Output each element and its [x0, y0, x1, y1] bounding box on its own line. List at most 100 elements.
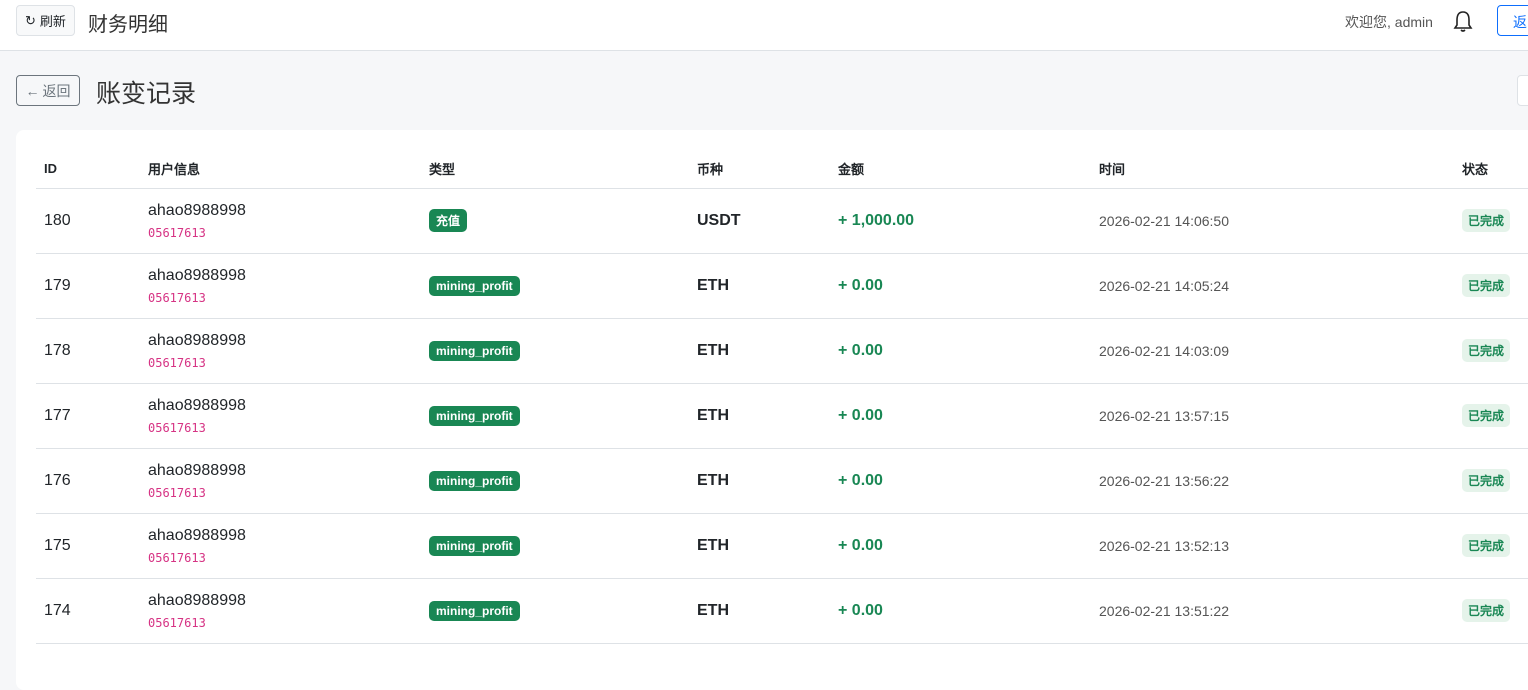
- status-badge: 已完成: [1462, 469, 1511, 492]
- type-cell: mining_profit: [421, 513, 689, 579]
- top-bar: ↻ 刷新 财务明细 欢迎您, admin 返回: [0, 0, 1528, 51]
- row-id: 179: [36, 253, 140, 319]
- username: ahao8988998: [148, 396, 246, 414]
- coin: ETH: [689, 253, 830, 319]
- username: ahao8988998: [148, 331, 246, 349]
- table-header: ID 用户信息 类型 币种 金额 时间 状态: [36, 150, 1528, 189]
- status-badge: 已完成: [1462, 599, 1511, 622]
- welcome-text: 欢迎您, admin: [1345, 14, 1433, 30]
- time: 2026-02-21 14:03:09: [1091, 318, 1454, 384]
- status-badge: 已完成: [1462, 339, 1511, 362]
- status-cell: 已完成: [1454, 188, 1528, 254]
- row-id: 180: [36, 188, 140, 254]
- back-label: 返回: [42, 82, 71, 99]
- user-id: 05617613: [148, 420, 206, 435]
- coin: ETH: [689, 448, 830, 514]
- coin: ETH: [689, 318, 830, 384]
- time: 2026-02-21 13:57:15: [1091, 383, 1454, 449]
- user-info: ahao8988998 05617613: [140, 383, 421, 449]
- username: ahao8988998: [148, 526, 246, 544]
- status-badge: 已完成: [1462, 404, 1511, 427]
- user-info: ahao8988998 05617613: [140, 513, 421, 579]
- user-info: ahao8988998 05617613: [140, 253, 421, 319]
- status-cell: 已完成: [1454, 513, 1528, 579]
- type-badge: mining_profit: [429, 340, 520, 361]
- type-cell: mining_profit: [421, 318, 689, 384]
- type-cell: 充值: [421, 188, 689, 254]
- type-badge: 充值: [429, 209, 468, 232]
- coin: USDT: [689, 188, 830, 254]
- table-row[interactable]: 177 ahao8988998 05617613 mining_profit ET…: [36, 383, 1528, 449]
- arrow-left-icon: ←: [25, 82, 40, 99]
- table-row[interactable]: 178 ahao8988998 05617613 mining_profit ET…: [36, 318, 1528, 384]
- status-badge: 已完成: [1462, 274, 1511, 297]
- type-cell: mining_profit: [421, 253, 689, 319]
- toolbar-button[interactable]: [1517, 75, 1528, 106]
- amount: + 0.00: [830, 253, 1091, 319]
- column-header: 金额: [830, 150, 1091, 189]
- amount: + 0.00: [830, 383, 1091, 449]
- time: 2026-02-21 13:56:22: [1091, 448, 1454, 514]
- type-badge: mining_profit: [429, 535, 520, 556]
- refresh-icon: ↻: [25, 12, 36, 28]
- type-cell: mining_profit: [421, 383, 689, 449]
- type-badge: mining_profit: [429, 470, 520, 491]
- row-id: 177: [36, 383, 140, 449]
- column-header: 状态: [1454, 150, 1528, 189]
- table-row[interactable]: 174 ahao8988998 05617613 mining_profit ET…: [36, 578, 1528, 644]
- row-id: 175: [36, 513, 140, 579]
- time: 2026-02-21 13:51:22: [1091, 578, 1454, 644]
- table-row[interactable]: 179 ahao8988998 05617613 mining_profit ET…: [36, 253, 1528, 319]
- row-id: 176: [36, 448, 140, 514]
- type-cell: mining_profit: [421, 578, 689, 644]
- amount: + 1,000.00: [830, 188, 1091, 254]
- coin: ETH: [689, 383, 830, 449]
- user-id: 05617613: [148, 355, 206, 370]
- time: 2026-02-21 14:06:50: [1091, 188, 1454, 254]
- amount: + 0.00: [830, 513, 1091, 579]
- status-cell: 已完成: [1454, 448, 1528, 514]
- app-title: 财务明细: [88, 14, 168, 36]
- back-button[interactable]: ← 返回: [16, 75, 80, 106]
- refresh-label: 刷新: [39, 14, 66, 29]
- table-row[interactable]: 175 ahao8988998 05617613 mining_profit ET…: [36, 513, 1528, 579]
- page-title: 账变记录: [96, 80, 197, 108]
- username: ahao8988998: [148, 591, 246, 609]
- coin: ETH: [689, 513, 830, 579]
- type-badge: mining_profit: [429, 275, 520, 296]
- column-header: 时间: [1091, 150, 1454, 189]
- row-id: 174: [36, 578, 140, 644]
- user-info: ahao8988998 05617613: [140, 448, 421, 514]
- coin: ETH: [689, 578, 830, 644]
- records-table: ID 用户信息 类型 币种 金额 时间 状态 180 ahao8988998 05617613…: [36, 150, 1528, 644]
- table-row[interactable]: 180 ahao8988998 05617613 充值 USDT + 1,000.…: [36, 188, 1528, 254]
- status-cell: 已完成: [1454, 578, 1528, 644]
- status-badge: 已完成: [1462, 534, 1511, 557]
- column-header: 币种: [689, 150, 830, 189]
- amount: + 0.00: [830, 318, 1091, 384]
- username: ahao8988998: [148, 266, 246, 284]
- column-header: 用户信息: [140, 150, 421, 189]
- user-info: ahao8988998 05617613: [140, 318, 421, 384]
- status-cell: 已完成: [1454, 318, 1528, 384]
- user-info: ahao8988998 05617613: [140, 578, 421, 644]
- time: 2026-02-21 14:05:24: [1091, 253, 1454, 319]
- status-badge: 已完成: [1462, 209, 1511, 232]
- amount: + 0.00: [830, 578, 1091, 644]
- status-cell: 已完成: [1454, 253, 1528, 319]
- type-cell: mining_profit: [421, 448, 689, 514]
- username: ahao8988998: [148, 461, 246, 479]
- user-id: 05617613: [148, 485, 206, 500]
- row-id: 178: [36, 318, 140, 384]
- column-header: ID: [36, 150, 140, 189]
- column-header: 类型: [421, 150, 689, 189]
- user-id: 05617613: [148, 615, 206, 630]
- user-info: ahao8988998 05617613: [140, 188, 421, 254]
- time: 2026-02-21 13:52:13: [1091, 513, 1454, 579]
- user-id: 05617613: [148, 550, 206, 565]
- return-button[interactable]: 返回: [1497, 5, 1528, 36]
- type-badge: mining_profit: [429, 405, 520, 426]
- refresh-button[interactable]: ↻ 刷新: [16, 5, 75, 36]
- table-row[interactable]: 176 ahao8988998 05617613 mining_profit ET…: [36, 448, 1528, 514]
- bell-icon[interactable]: [1452, 9, 1474, 33]
